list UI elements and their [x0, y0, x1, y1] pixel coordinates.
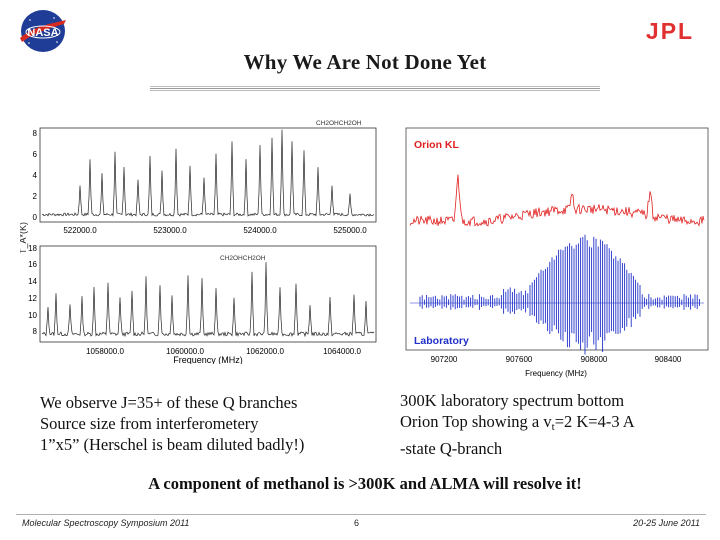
- left-spectra-figure: T_A*(K) 0 2 4 6 8 522000.0 523000.0 5240…: [18, 112, 380, 365]
- orion-label: Orion KL: [414, 139, 459, 151]
- jpl-logo-text: JPL: [646, 18, 694, 44]
- slide-title: Why We Are Not Done Yet: [243, 50, 487, 74]
- right-spectra-figure: Orion KL Laboratory 907200 907600 908000…: [400, 126, 712, 380]
- bottom-xtick: 1060000.0: [166, 347, 204, 356]
- bottom-annotation: CH2OHCH2OH: [220, 255, 266, 262]
- bottom-xtick: 1058000.0: [86, 347, 124, 356]
- footer-date: 20-25 June 2011: [633, 518, 700, 528]
- top-xtick: 525000.0: [333, 226, 367, 235]
- top-annotation: CH2OHCH2OH: [316, 120, 362, 127]
- right-text-fragment: Orion Top showing a v: [400, 412, 552, 431]
- title-divider: [150, 86, 600, 91]
- bottom-ytick: 8: [33, 327, 38, 336]
- bottom-spectrum-trace: [41, 262, 375, 338]
- left-text-block: We observe J=35+ of these Q branches Sou…: [40, 392, 304, 455]
- right-text-line: Orion Top showing a vt=2 K=4-3 A: [400, 411, 635, 438]
- right-text-fragment: =2 K=4-3 A: [554, 412, 635, 431]
- top-ytick: 6: [33, 150, 38, 159]
- top-xtick: 524000.0: [243, 226, 277, 235]
- nasa-logo: NASA: [14, 8, 72, 54]
- bottom-ytick: 16: [28, 260, 37, 269]
- jpl-logo: JPL: [634, 18, 706, 44]
- right-text-block: 300K laboratory spectrum bottom Orion To…: [400, 390, 635, 459]
- top-xtick: 522000.0: [63, 226, 97, 235]
- bottom-ytick: 10: [28, 311, 37, 320]
- left-text-line: Source size from interferometery: [40, 414, 259, 433]
- nasa-logo-text: NASA: [27, 27, 58, 39]
- top-spectrum-panel: 0 2 4 6 8 522000.0 523000.0 524000.0 525…: [33, 120, 377, 235]
- bottom-xtick: 1062000.0: [246, 347, 284, 356]
- laboratory-spectrum-trace: [419, 234, 700, 355]
- top-spectrum-trace: [41, 129, 375, 217]
- bottom-ytick: 12: [28, 294, 37, 303]
- right-xtick: 907600: [506, 355, 533, 364]
- orion-spectrum-trace: [409, 174, 705, 227]
- top-ytick: 8: [33, 129, 38, 138]
- right-text-subscript: t: [551, 421, 555, 433]
- bottom-xtick: 1064000.0: [323, 347, 361, 356]
- top-ytick: 0: [33, 213, 38, 222]
- bottom-ytick: 14: [28, 277, 37, 286]
- top-ytick: 2: [33, 192, 38, 201]
- footer-page-number: 6: [354, 518, 360, 528]
- footer-conference: Molecular Spectroscopy Symposium 2011: [22, 518, 190, 528]
- top-xtick: 523000.0: [153, 226, 187, 235]
- left-text-line: 1”x5” (Herschel is beam diluted badly!): [40, 435, 305, 454]
- right-xtick: 907200: [431, 355, 458, 364]
- right-text-line: 300K laboratory spectrum bottom: [400, 391, 625, 410]
- bottom-ytick: 18: [28, 244, 37, 253]
- right-xlabel: Frequency (MHz): [525, 369, 587, 378]
- laboratory-label: Laboratory: [414, 335, 469, 347]
- right-text-line: -state Q-branch: [400, 439, 503, 458]
- right-xtick: 908000: [581, 355, 608, 364]
- top-ytick: 4: [33, 171, 38, 180]
- left-ylabel: T_A*(K): [20, 222, 28, 254]
- right-xtick: 908400: [655, 355, 682, 364]
- conclusion-statement: A component of methanol is >300K and ALM…: [148, 474, 582, 493]
- bottom-spectrum-panel: 8 10 12 14 16 18 1058000.0 1060000.0 106…: [28, 244, 377, 356]
- left-xlabel: Frequency (MHz): [173, 355, 243, 364]
- left-text-line: We observe J=35+ of these Q branches: [40, 393, 298, 412]
- footer-divider: [16, 514, 706, 515]
